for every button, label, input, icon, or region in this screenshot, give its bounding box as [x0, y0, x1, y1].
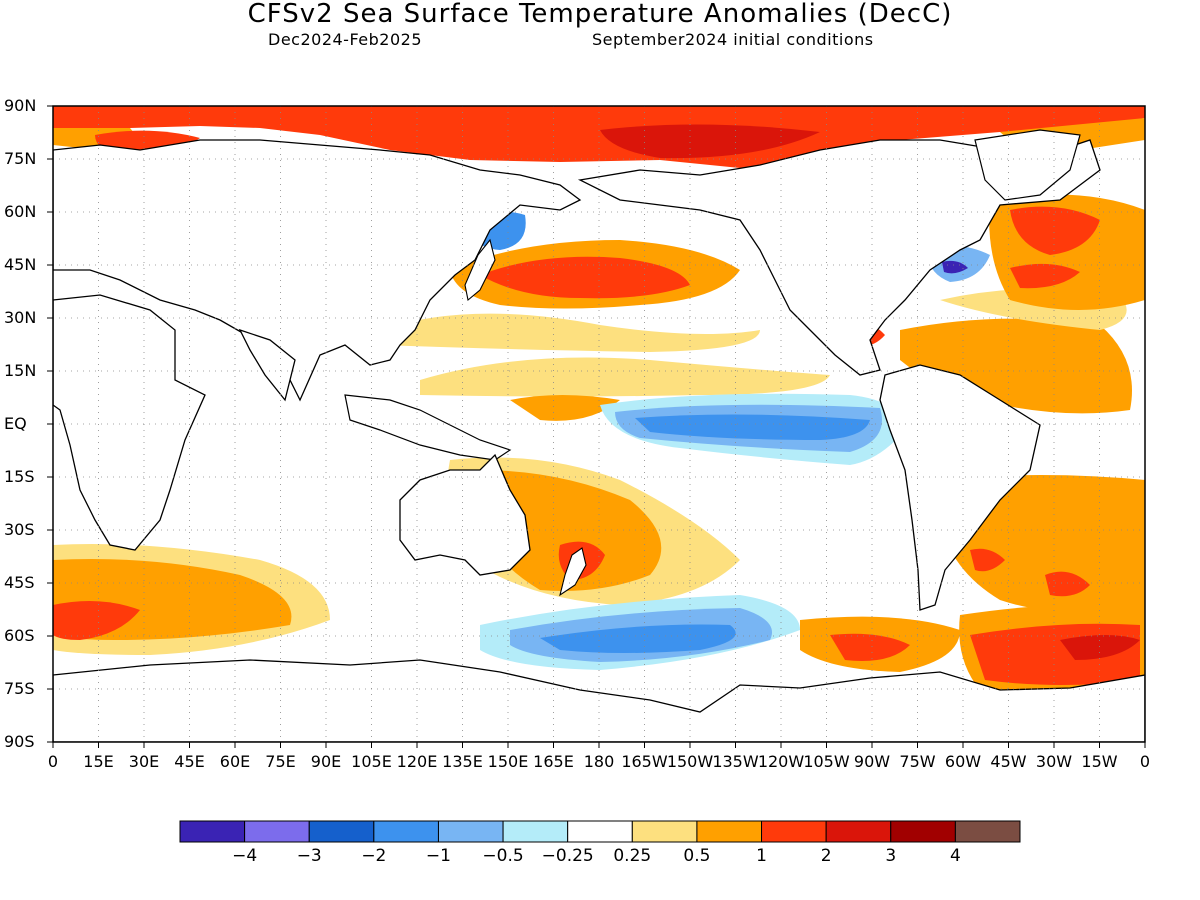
longitude-label: 120E [396, 752, 438, 771]
colorbar-swatch [890, 820, 956, 843]
longitude-label: 90W [853, 752, 891, 771]
colorbar-label: −0.25 [541, 846, 594, 866]
landmass-new-zealand [559, 547, 587, 597]
continent-south-america [879, 364, 1041, 611]
colorbar-label: 0.25 [613, 846, 652, 866]
latitude-label: 60N [4, 202, 37, 221]
landmass-india [238, 328, 296, 402]
longitude-label: 0 [1139, 752, 1151, 771]
colorbar-swatch [761, 820, 827, 843]
colorbar-swatch [631, 820, 698, 843]
longitude-label: 30E [128, 752, 160, 771]
latitude-label: 60S [4, 626, 35, 645]
longitude-label: 165W [621, 752, 668, 771]
longitude-label: 120W [757, 752, 805, 771]
longitude-label: 75W [899, 752, 936, 771]
longitude-label: 15W [1081, 752, 1118, 771]
landmass-greenland [974, 129, 1081, 201]
latitude-label: 30S [4, 520, 35, 539]
landmass-japan [464, 238, 496, 302]
colorbar-swatch [244, 820, 310, 843]
longitude-label: 45E [174, 752, 205, 771]
graticule [53, 106, 1145, 742]
colorbar-swatch [567, 820, 633, 843]
longitude-label: 105E [351, 752, 392, 771]
colorbar-label: −1 [425, 846, 451, 866]
colorbar-label: 4 [949, 846, 961, 866]
longitude-label: 60E [219, 752, 251, 771]
continent-antarctica [53, 659, 1145, 742]
longitude-label: 90E [310, 752, 342, 771]
longitude-label: 180 [583, 752, 615, 771]
colorbar-swatch [954, 820, 1021, 843]
colorbar-swatch [179, 820, 246, 843]
longitude-label: 0 [47, 752, 59, 771]
latitude-label: EQ [4, 414, 27, 433]
colorbar-label: −3 [296, 846, 322, 866]
colorbar-label: −0.5 [482, 846, 524, 866]
colorbar-label: 0.5 [683, 846, 711, 866]
longitude-label: 105W [803, 752, 850, 771]
colorbar [179, 820, 1021, 843]
longitude-label: 75E [265, 752, 296, 771]
initial-conditions: September2024 initial conditions [592, 30, 874, 49]
chart-title: CFSv2 Sea Surface Temperature Anomalies … [247, 0, 953, 29]
longitude-label: 165E [533, 752, 574, 771]
colorbar-label: 3 [885, 846, 897, 866]
continent-australia [399, 453, 531, 576]
landmass-indonesia [344, 394, 512, 461]
longitude-label: 60W [944, 752, 982, 771]
colorbar-label: 2 [820, 846, 832, 866]
colorbar-swatch [825, 820, 892, 843]
latitude-label: 75S [4, 679, 35, 698]
latitude-label: 90N [4, 96, 37, 115]
latitude-label: 15N [4, 361, 37, 380]
latitude-label: 75N [4, 149, 37, 168]
colorbar-swatch [308, 820, 375, 843]
longitude-label: 150W [666, 752, 714, 771]
continent-north-america [577, 139, 1101, 376]
longitude-label: 15E [83, 752, 114, 771]
continent-eurasia [53, 139, 582, 402]
longitude-label: 135E [442, 752, 483, 771]
forecast-period: Dec2024-Feb2025 [268, 30, 422, 49]
latitude-label: 45N [4, 255, 37, 274]
colorbar-label: −2 [361, 846, 387, 866]
colorbar-swatch [437, 820, 504, 843]
longitude-label: 30W [1035, 752, 1073, 771]
continents [53, 129, 1145, 742]
longitude-label: 135W [712, 752, 759, 771]
longitude-label: 150E [487, 752, 529, 771]
colorbar-label: −4 [232, 846, 258, 866]
continent-africa [53, 294, 206, 551]
latitude-label: 15S [4, 467, 35, 486]
colorbar-swatch [502, 820, 569, 843]
colorbar-label: 1 [756, 846, 767, 866]
longitude-label: 45W [990, 752, 1027, 771]
latitude-label: 30N [4, 308, 37, 327]
latitude-label: 90S [4, 732, 35, 751]
latitude-label: 45S [4, 573, 35, 592]
colorbar-swatch [696, 820, 763, 843]
colorbar-swatch [373, 820, 439, 843]
